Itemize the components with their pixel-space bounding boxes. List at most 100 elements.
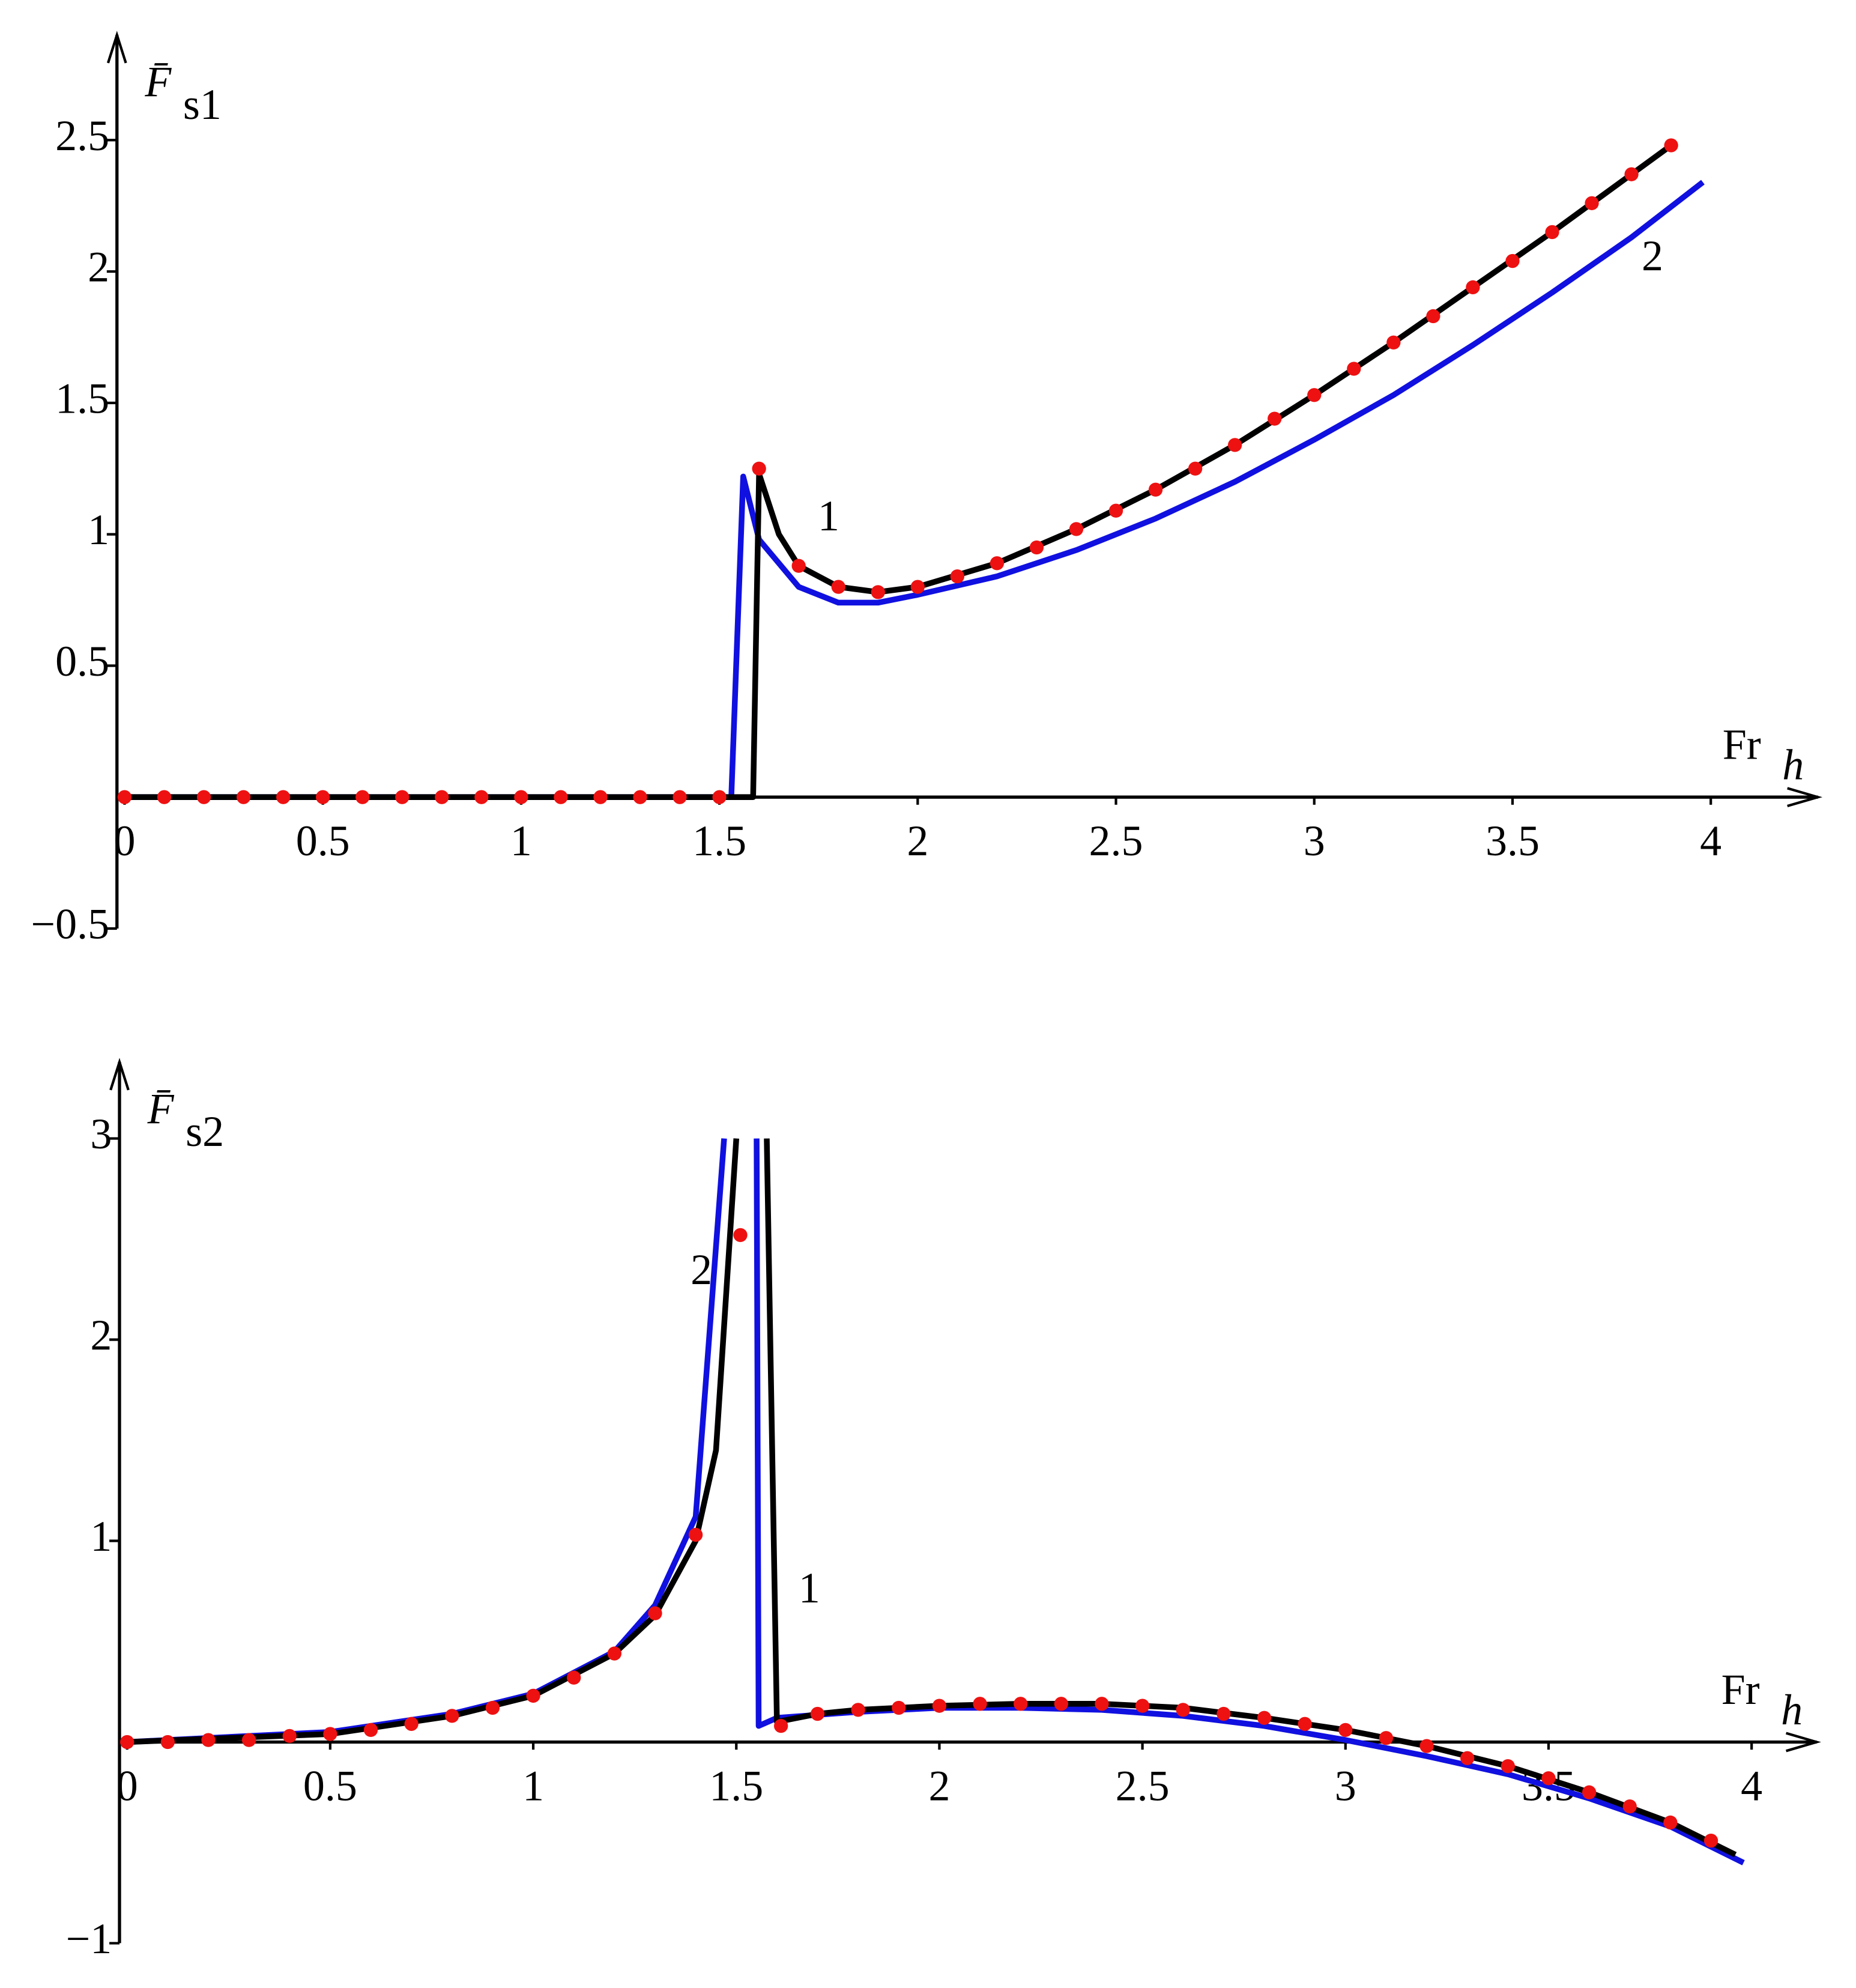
x-tick-label: 0.5 — [303, 1762, 357, 1810]
y-tick-label: 0.5 — [55, 637, 109, 685]
series-line — [124, 143, 1673, 800]
y-tick-label: −1 — [66, 1915, 112, 1963]
x-axis-label-sub: h — [1782, 741, 1804, 789]
data-point — [712, 790, 727, 804]
data-point — [871, 585, 885, 599]
data-point — [554, 790, 568, 804]
data-point — [514, 790, 528, 804]
data-point — [1466, 280, 1480, 294]
y-tick-label: 1 — [90, 1512, 112, 1560]
y-axis-label: F̄ — [144, 58, 172, 106]
series-label: 1 — [799, 1564, 820, 1612]
data-point — [774, 1719, 788, 1733]
data-point — [1014, 1697, 1028, 1711]
x-tick-label: 2.5 — [1089, 817, 1143, 865]
data-point — [1148, 482, 1163, 497]
x-tick-label: 1 — [510, 817, 532, 865]
data-point — [973, 1697, 987, 1711]
data-point — [910, 580, 925, 594]
data-point — [395, 790, 410, 804]
data-point — [1419, 1739, 1434, 1753]
data-point — [1228, 438, 1242, 452]
data-point — [1108, 503, 1123, 518]
data-point — [1347, 362, 1361, 376]
data-point — [241, 1733, 256, 1747]
data-point — [1624, 167, 1639, 181]
data-point — [831, 580, 845, 594]
x-axis-label: Fr — [1721, 1665, 1760, 1714]
data-point — [236, 790, 251, 804]
data-point — [932, 1699, 947, 1713]
x-tick-label: 3 — [1304, 817, 1325, 865]
data-point — [1188, 461, 1203, 476]
data-point — [733, 1228, 748, 1242]
data-point — [752, 461, 766, 476]
data-point — [1069, 522, 1084, 536]
data-point — [160, 1735, 175, 1750]
data-point — [316, 790, 330, 804]
data-point — [485, 1700, 500, 1715]
data-point — [1176, 1703, 1190, 1717]
data-point — [282, 1729, 297, 1744]
x-tick-label: 1 — [522, 1762, 544, 1810]
data-point — [1386, 335, 1401, 350]
data-point — [633, 790, 647, 804]
x-axis-label-sub: h — [1781, 1686, 1803, 1734]
data-point — [1307, 388, 1322, 402]
y-tick-label: −0.5 — [31, 900, 110, 948]
data-point — [648, 1606, 662, 1620]
data-point — [673, 790, 687, 804]
x-tick-label: 1.5 — [709, 1762, 763, 1810]
data-point — [435, 790, 449, 804]
data-point — [1426, 309, 1440, 324]
y-axis-label-sub: s2 — [186, 1108, 224, 1156]
data-point — [892, 1700, 906, 1715]
data-point — [990, 556, 1005, 571]
x-tick-label: 4 — [1741, 1762, 1762, 1810]
x-tick-label: 2 — [907, 817, 928, 865]
data-point — [1257, 1711, 1272, 1725]
y-axis-label: F̄ — [147, 1085, 175, 1133]
data-point — [323, 1727, 337, 1741]
data-point — [1135, 1699, 1150, 1713]
data-point — [201, 1733, 216, 1747]
x-tick-label: 3 — [1335, 1762, 1356, 1810]
data-point — [950, 569, 965, 584]
data-point — [1298, 1717, 1312, 1731]
y-tick-label: 1 — [88, 506, 109, 554]
data-point — [196, 790, 211, 804]
data-point — [1622, 1799, 1637, 1814]
data-point — [1585, 196, 1599, 210]
data-point — [1541, 1771, 1556, 1786]
data-point — [404, 1717, 419, 1731]
data-point — [1664, 138, 1678, 153]
y-tick-label: 1.5 — [55, 374, 109, 422]
x-tick-label: 0 — [113, 817, 135, 865]
series-line — [127, 1138, 1737, 1858]
data-point — [474, 790, 489, 804]
data-point — [363, 1723, 378, 1738]
y-tick-label: 2 — [88, 243, 109, 291]
data-point — [276, 790, 291, 804]
data-point — [607, 1646, 621, 1661]
series-label: 1 — [818, 492, 839, 540]
data-point — [1501, 1759, 1515, 1774]
data-point — [593, 790, 608, 804]
y-tick-label: 2.5 — [55, 112, 109, 160]
series-line — [127, 1138, 1745, 1865]
x-tick-label: 3.5 — [1486, 817, 1540, 865]
data-point — [445, 1709, 459, 1723]
data-point — [567, 1670, 581, 1685]
y-tick-label: 3 — [90, 1110, 112, 1158]
plot-area — [117, 138, 1705, 804]
x-tick-label: 4 — [1700, 817, 1721, 865]
data-point — [1095, 1697, 1109, 1711]
x-axis-arrow — [1785, 1732, 1821, 1753]
data-point — [1582, 1785, 1597, 1799]
y-axis-arrow — [106, 31, 127, 64]
data-point — [157, 790, 172, 804]
series-label: 2 — [1642, 232, 1663, 280]
data-point — [1505, 253, 1520, 268]
